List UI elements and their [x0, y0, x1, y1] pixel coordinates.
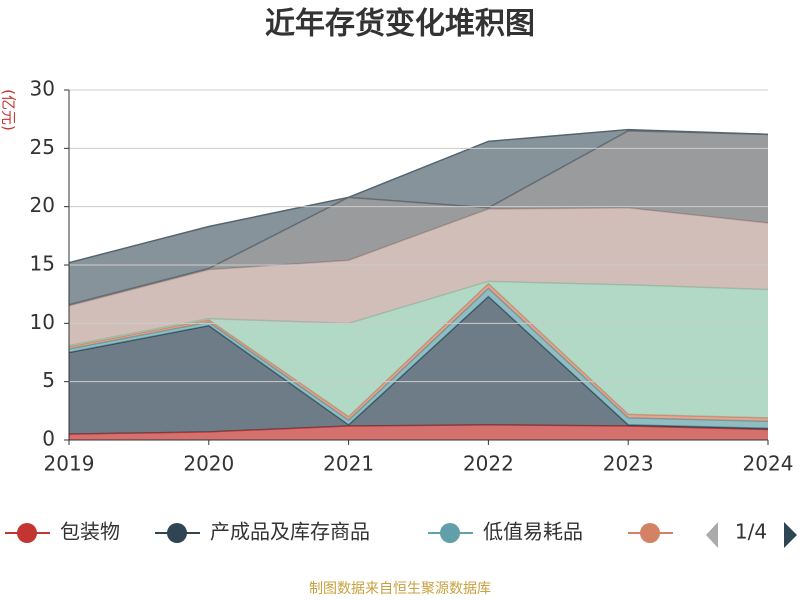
x-tick-label: 2020: [183, 452, 234, 476]
legend-prev[interactable]: [706, 522, 718, 548]
area: [69, 207, 768, 346]
legend-next[interactable]: [784, 522, 797, 548]
legend-marker: [17, 523, 37, 543]
legend-marker: [640, 523, 660, 543]
source-note: 制图数据来自恒生聚源数据库: [309, 581, 491, 597]
x-tick-label: 2021: [323, 452, 374, 476]
area-line: [68, 128, 769, 264]
legend-marker: [167, 523, 187, 543]
chart-title: 近年存货变化堆积图: [265, 7, 535, 42]
x-tick-label: 2022: [463, 452, 514, 476]
y-tick-label: 5: [42, 368, 55, 392]
area: [69, 281, 768, 418]
y-tick-label: 30: [30, 77, 55, 101]
y-tick-label: 0: [42, 427, 55, 451]
y-tick-label: 25: [30, 135, 55, 159]
legend-label: 包装物: [60, 520, 120, 544]
legend-label: 产成品及库存商品: [210, 520, 370, 544]
area: [69, 296, 768, 435]
y-unit: (亿元): [0, 89, 18, 131]
x-tick-label: 2024: [743, 452, 794, 476]
legend-marker: [440, 523, 460, 543]
area: [69, 283, 768, 422]
legend-page: 1/4: [735, 520, 767, 544]
area: [69, 130, 768, 306]
y-tick-label: 15: [30, 252, 55, 276]
legend-label: 低值易耗品: [483, 520, 583, 544]
area: [69, 288, 768, 429]
y-tick-label: 20: [30, 193, 55, 217]
x-tick-label: 2023: [603, 452, 654, 476]
area: [69, 424, 768, 440]
y-tick-label: 10: [30, 310, 55, 334]
x-tick-label: 2019: [44, 452, 95, 476]
